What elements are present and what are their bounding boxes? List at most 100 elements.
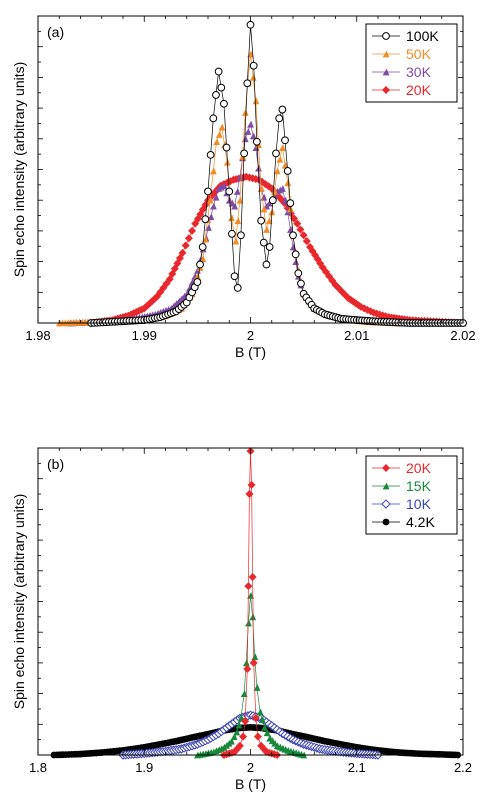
- data-point-30K-52: [209, 202, 217, 210]
- data-point-15K-15: [233, 728, 241, 736]
- data-point-15K-27: [260, 723, 268, 731]
- data-point-50K-58: [215, 131, 223, 138]
- legend-marker-30K: [382, 68, 390, 76]
- data-point-20K-36: [184, 234, 193, 243]
- data-point-100K-42: [204, 187, 212, 196]
- data-point-100K-71: [289, 231, 297, 240]
- data-point-20K-77: [302, 237, 311, 246]
- data-point-20K-80: [311, 251, 320, 260]
- data-point-20K-74: [293, 219, 302, 228]
- x-tick-label: 1.9: [135, 760, 153, 775]
- panel-label: (b): [47, 456, 64, 472]
- data-point-100K-40: [198, 243, 207, 251]
- data-point-20K-37: [188, 226, 197, 235]
- data-point-50K-83: [284, 179, 292, 187]
- data-point-15K-21: [247, 591, 254, 599]
- data-point-20K-6: [235, 741, 244, 750]
- legend-marker-20K: [382, 464, 390, 472]
- data-point-100K-41: [201, 215, 210, 224]
- data-point-20K-75: [296, 225, 305, 234]
- legend-label-20K: 20K: [406, 82, 432, 98]
- data-point-100K-67: [278, 105, 287, 114]
- legend-label-15K: 15K: [406, 478, 432, 494]
- data-point-100K-69: [283, 167, 292, 175]
- data-point-100K-48: [220, 99, 228, 108]
- data-point-15K-18: [240, 690, 248, 697]
- data-point-15K-16: [235, 721, 243, 729]
- data-point-100K-53: [233, 284, 242, 292]
- data-point-50K-56: [209, 167, 217, 175]
- data-point-100K-44: [209, 114, 218, 123]
- data-point-15K-14: [230, 733, 238, 740]
- data-point-100K-51: [228, 229, 236, 238]
- data-point-100K-62: [262, 260, 271, 269]
- data-point-50K-50: [193, 272, 201, 280]
- data-point-100K-68: [281, 136, 289, 145]
- series-20K: [87, 172, 467, 327]
- data-point-100K-50: [225, 187, 234, 196]
- x-tick-label: 2.01: [344, 328, 369, 343]
- x-tick-label: 2.2: [454, 760, 472, 775]
- x-tick-label: 2: [247, 328, 254, 343]
- data-point-30K-65: [244, 128, 252, 135]
- data-point-30K-62: [236, 173, 244, 181]
- data-point-100K-43: [206, 150, 215, 159]
- data-point-15K-13: [227, 737, 235, 745]
- data-point-30K-67: [249, 132, 257, 140]
- data-point-50K-75: [263, 226, 270, 233]
- legend-box: [365, 455, 458, 535]
- data-point-100K-63: [265, 243, 274, 251]
- data-point-15K-26: [258, 716, 266, 724]
- data-point-15K-23: [251, 653, 259, 661]
- legend: 20K 15K 10K 4.2K: [365, 455, 458, 535]
- chart-panel-1: 1.98 1.99 2 2.01 2.02 B (T) Spin echo intensit…: [11, 15, 476, 360]
- legend-marker-15K: [382, 482, 390, 490]
- x-tick-label: 1.98: [25, 328, 50, 343]
- data-point-20K-13: [247, 480, 256, 489]
- data-point-15K-19: [242, 659, 250, 667]
- legend-box: [365, 23, 458, 103]
- x-tick-label: 1.8: [29, 760, 47, 775]
- x-tick-label: 2: [247, 760, 254, 775]
- data-point-50K-55: [206, 196, 214, 204]
- data-point-100K-58: [249, 61, 258, 70]
- data-point-50K-78: [271, 188, 278, 195]
- panel-label: (a): [47, 24, 64, 40]
- data-point-100K-55: [240, 149, 249, 158]
- data-point-50K-71: [252, 97, 260, 105]
- data-point-50K-67: [241, 109, 249, 116]
- data-point-20K-15: [249, 658, 258, 667]
- data-point-20K-10: [244, 582, 253, 591]
- data-point-30K-81: [286, 226, 294, 233]
- data-point-50K-70: [249, 74, 257, 81]
- data-point-50K-62: [227, 214, 235, 222]
- data-point-15K-25: [256, 708, 264, 716]
- data-point-100K-45: [212, 91, 220, 99]
- data-point-30K-66: [247, 120, 254, 128]
- data-point-15K-24: [253, 684, 261, 691]
- data-point-20K-11: [245, 490, 254, 499]
- data-point-100K-64: [268, 196, 277, 205]
- data-point-30K-71: [260, 193, 268, 201]
- chart-panel-2: 1.8 1.9 2 2.1 2.2 B (T) Spin echo intensity (a…: [11, 447, 472, 792]
- legend-label-10K: 10K: [406, 496, 432, 512]
- data-point-100K-61: [259, 238, 268, 247]
- y-axis-label: Spin echo intensity (arbitrary units): [11, 62, 27, 278]
- x-tick-label: 1.99: [132, 328, 157, 343]
- data-point-50K-61: [223, 158, 231, 166]
- data-point-50K-82: [281, 161, 289, 169]
- data-point-100K-46: [214, 67, 223, 76]
- data-point-30K-50: [204, 224, 212, 231]
- data-point-20K-34: [178, 248, 187, 257]
- data-point-100K-72: [291, 250, 300, 259]
- data-point-100K-54: [237, 231, 245, 240]
- legend-label-20K: 20K: [406, 460, 432, 476]
- data-point-20K-16: [251, 714, 260, 723]
- x-axis-label: B (T): [235, 776, 266, 792]
- data-point-50K-84: [286, 205, 294, 213]
- legend-label-100K: 100K: [406, 28, 439, 44]
- data-point-100K-38: [193, 278, 202, 286]
- x-tick-label: 2.02: [450, 328, 475, 343]
- legend-label-50K: 50K: [406, 46, 432, 62]
